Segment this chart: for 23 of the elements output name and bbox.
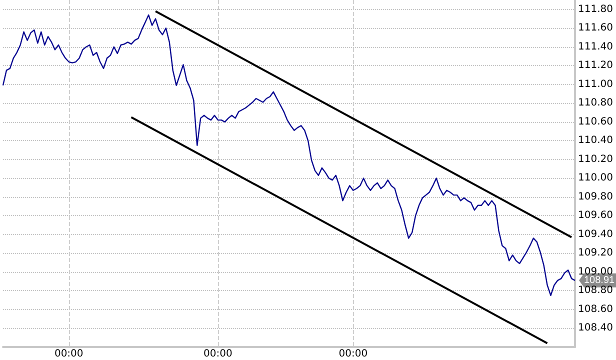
y-tick-label: 109.80: [578, 191, 614, 202]
y-tick-label: 109.20: [578, 248, 614, 259]
y-tick-label: 110.40: [578, 135, 614, 146]
line-series: [2, 14, 576, 296]
x-tick-label: 00:00: [54, 348, 84, 360]
y-tick-label: 110.20: [578, 154, 614, 165]
y-tick-label: 110.00: [578, 172, 614, 184]
y-tick-label: 111.80: [578, 4, 614, 15]
y-tick-label: 109.60: [578, 210, 614, 222]
y-tick-label: 109.00: [578, 266, 614, 278]
y-tick-label: 111.00: [578, 78, 614, 90]
y-tick-label: 111.40: [578, 41, 614, 52]
y-tick-label: 109.40: [578, 228, 614, 240]
x-tick-label: 00:00: [338, 348, 368, 360]
y-tick-label: 108.40: [578, 322, 614, 334]
x-tick-label: 00:00: [204, 348, 232, 360]
y-tick-label: 111.60: [578, 22, 614, 34]
y-tick-label: 111.20: [578, 60, 614, 72]
y-tick-label: 108.80: [578, 285, 614, 296]
text: 108.91: [584, 274, 616, 286]
y-tick-label: 110.80: [578, 98, 614, 109]
y-tick-label: 108.60: [578, 304, 614, 315]
y-tick-label: 110.60: [578, 116, 614, 128]
